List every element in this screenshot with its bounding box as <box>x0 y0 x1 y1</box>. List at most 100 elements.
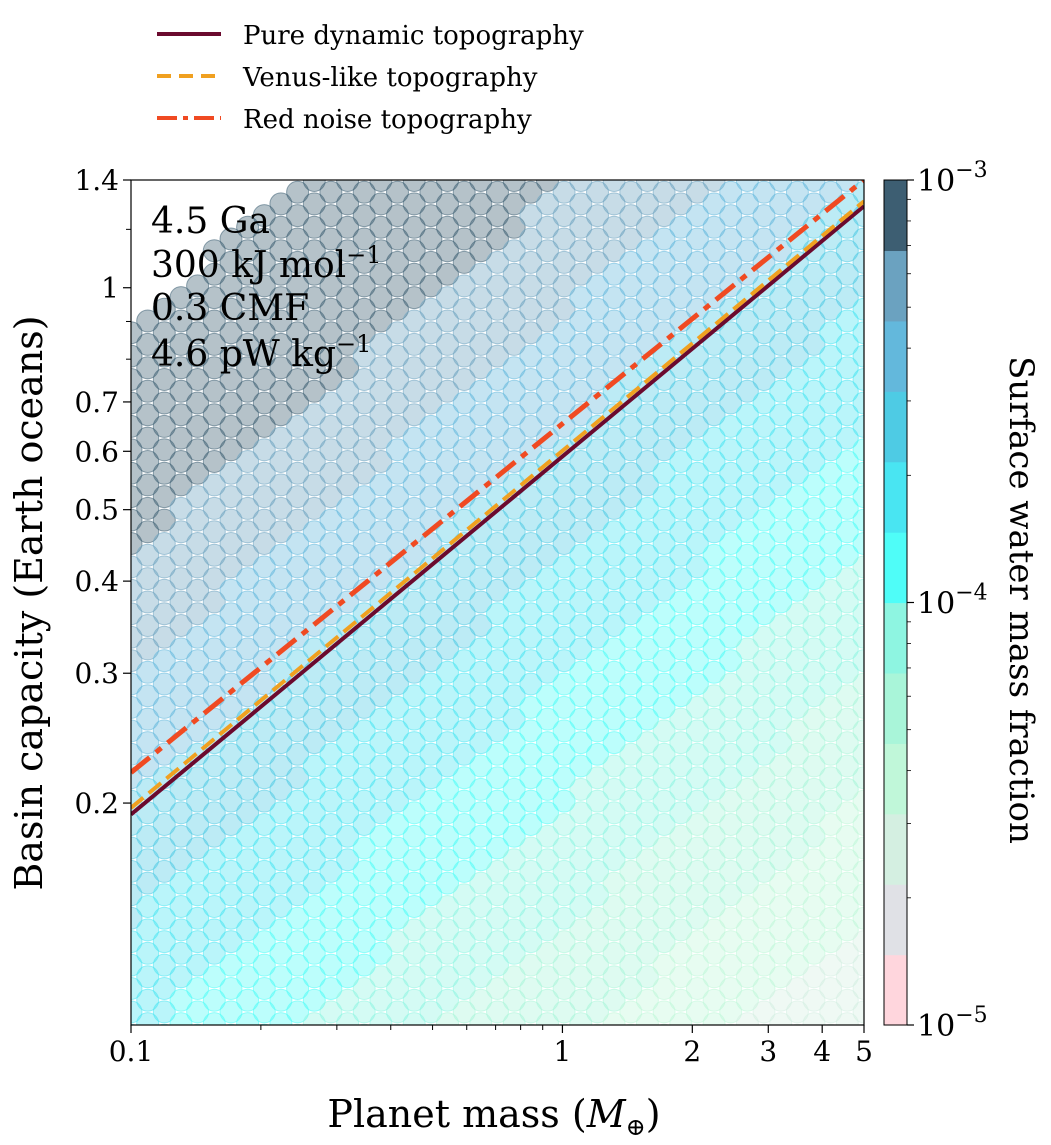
scatter-point <box>502 590 526 614</box>
scatter-point <box>302 754 326 778</box>
scatter-point <box>186 414 210 438</box>
scatter-point <box>602 450 626 473</box>
scatter-point <box>569 590 593 614</box>
scatter-point <box>536 332 559 356</box>
scatter-point <box>761 180 767 181</box>
scatter-point <box>536 590 559 614</box>
scatter-point <box>586 485 609 509</box>
scatter-point <box>635 848 659 872</box>
scatter-point <box>436 567 459 591</box>
scatter-point <box>252 274 276 298</box>
scatter-point <box>735 543 759 567</box>
scatter-point <box>131 461 143 485</box>
scatter-point <box>131 532 143 555</box>
scatter-point <box>586 977 609 1000</box>
scatter-point <box>785 438 809 462</box>
y-tick-label: 1.4 <box>74 164 119 197</box>
legend: Pure dynamic topography Venus-like topog… <box>157 21 584 135</box>
scatter-point <box>236 356 260 380</box>
scatter-point <box>136 496 160 520</box>
scatter-point <box>586 555 609 579</box>
scatter-point <box>419 742 443 766</box>
scatter-point <box>302 801 326 825</box>
scatter-point <box>436 731 459 755</box>
scatter-point <box>369 965 393 989</box>
scatter-point <box>436 332 459 356</box>
colorbar-segment <box>884 743 907 815</box>
scatter-point <box>252 625 276 649</box>
scatter-point <box>286 180 310 204</box>
scatter-point <box>519 578 543 602</box>
scatter-point <box>152 953 176 977</box>
scatter-point <box>502 965 526 989</box>
scatter-point <box>819 508 843 532</box>
scatter-point <box>802 590 826 614</box>
scatter-point <box>419 883 443 907</box>
scatter-point <box>625 1023 636 1025</box>
scatter-point <box>486 204 509 228</box>
scatter-point <box>386 719 409 743</box>
scatter-point <box>286 883 310 907</box>
scatter-point <box>602 988 626 1012</box>
scatter-point <box>369 918 393 942</box>
scatter-point <box>419 461 443 485</box>
scatter-point <box>286 578 310 602</box>
scatter-point <box>635 567 659 591</box>
scatter-point <box>502 262 526 286</box>
scatter-point <box>219 274 243 298</box>
scatter-point <box>186 789 210 813</box>
scatter-point <box>387 1048 409 1070</box>
scatter-point <box>402 332 426 356</box>
scatter-point <box>436 871 459 895</box>
scatter-point <box>769 567 793 591</box>
scatter-point <box>236 262 260 286</box>
scatter-point <box>536 262 559 286</box>
scatter-point <box>269 988 293 1012</box>
scatter-point <box>752 883 776 907</box>
scatter-point <box>386 438 409 462</box>
scatter-point <box>852 766 864 790</box>
scatter-point <box>502 918 526 942</box>
scatter-point <box>486 391 509 415</box>
scatter-point <box>685 836 709 860</box>
scatter-point <box>269 941 293 965</box>
scatter-point <box>503 1036 525 1058</box>
scatter-point <box>592 1023 603 1025</box>
scatter-point <box>620 1048 642 1070</box>
scatter-point <box>486 719 509 743</box>
scatter-point <box>169 848 193 872</box>
scatter-point <box>219 578 243 602</box>
scatter-point <box>652 297 676 321</box>
scatter-point <box>419 297 443 321</box>
scatter-point <box>536 918 559 942</box>
scatter-point <box>536 543 559 567</box>
scatter-point <box>170 1036 192 1058</box>
scatter-point <box>386 789 409 813</box>
scatter-point <box>492 1023 503 1025</box>
scatter-point <box>652 906 676 930</box>
scatter-point <box>719 485 743 509</box>
scatter-point <box>152 508 176 532</box>
scatter-point <box>653 1048 675 1070</box>
scatter-point <box>386 321 409 345</box>
scatter-point <box>802 988 826 1012</box>
scatter-point <box>586 1000 609 1024</box>
scatter-point <box>419 977 443 1000</box>
scatter-point <box>769 286 793 310</box>
scatter-point <box>569 520 593 544</box>
scatter-point <box>131 344 143 368</box>
scatter-point <box>319 321 343 345</box>
scatter-point <box>319 789 343 813</box>
axis-ticks: 0.1 1 2 3 4 50.20.30.40.50.60.711.4 <box>74 164 872 1068</box>
scatter-point <box>386 766 409 790</box>
scatter-point <box>502 871 526 895</box>
scatter-point <box>436 988 459 1012</box>
scatter-point <box>336 707 360 731</box>
scatter-point <box>835 543 859 567</box>
scatter-point <box>252 930 276 954</box>
scatter-point <box>719 977 743 1000</box>
scatter-point <box>186 321 210 345</box>
scatter-point <box>685 649 709 673</box>
scatter-point <box>486 836 509 860</box>
scatter-point <box>602 286 626 310</box>
